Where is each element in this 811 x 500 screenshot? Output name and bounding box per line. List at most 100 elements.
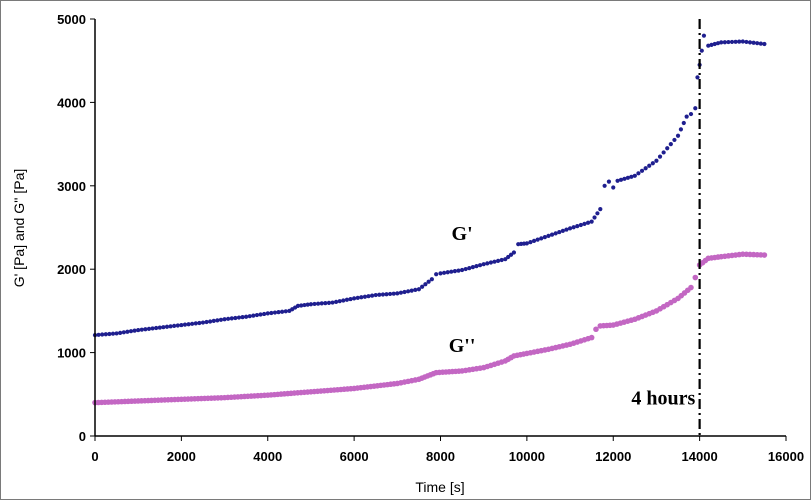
data-point [535,237,540,242]
data-point [611,185,616,190]
data-point [344,297,350,302]
data-point [508,252,514,257]
data-point [542,234,547,240]
data-point [755,41,760,46]
data-point [200,320,206,325]
data-point [747,40,753,45]
data-point [276,310,281,315]
data-point [699,48,704,53]
data-point [341,298,346,303]
data-point [737,39,742,44]
data-point [654,158,659,163]
data-point [121,330,126,335]
y-tick-label: 5000 [57,12,86,27]
data-point [334,299,339,304]
data-point [503,257,508,262]
data-point [103,332,108,337]
data-point [157,325,162,330]
data-point [240,315,245,320]
data-point [164,324,170,329]
data-point [204,319,209,325]
data-point [485,261,490,266]
data-point [751,40,756,45]
data-point [684,114,689,119]
data-point [528,239,533,245]
data-point [622,176,627,181]
data-point [118,330,123,335]
data-point [125,329,130,334]
y-axis-title: G' [Pa] and G'' [Pa] [11,169,27,288]
data-point [132,328,137,333]
data-point [481,262,486,267]
data-point [136,327,141,333]
data-point [154,325,159,331]
data-point [452,269,457,274]
data-point [712,41,717,47]
data-point [445,270,450,275]
data-point [668,142,673,147]
data-point [319,301,324,306]
data-point [337,299,342,304]
data-point [182,322,188,327]
data-point [398,290,404,295]
data-point [761,252,768,258]
data-point [733,39,738,44]
data-point [693,106,698,111]
data-point [100,332,105,337]
data-point [233,315,238,321]
data-point [236,315,242,320]
data-point [546,233,551,238]
x-tick-label: 0 [91,449,98,464]
data-point [719,40,724,45]
data-point [495,258,501,263]
data-point [110,331,116,336]
x-tick-label: 2000 [167,449,196,464]
data-point [308,302,314,307]
data-point [593,326,599,333]
data-point [312,301,317,307]
data-point [643,166,648,171]
data-point [208,319,213,324]
data-point [688,111,694,117]
data-point [459,267,465,273]
data-point [578,222,583,228]
data-point [470,265,475,270]
data-point [406,289,411,294]
data-point [474,264,479,269]
data-point [193,321,198,326]
data-point [272,310,278,315]
data-point [695,75,700,80]
data-point [420,284,425,289]
data-point [359,295,364,300]
data-point [706,43,711,48]
data-point [762,41,767,47]
data-point [602,183,607,188]
data-point [355,295,360,300]
data-point [265,311,270,316]
data-point [283,309,288,314]
data-point [302,302,307,308]
data-point [625,175,631,180]
x-tick-label: 4000 [253,449,282,464]
data-point [323,301,328,306]
annotation-g-prime: G' [452,223,473,245]
annotation-g-double-prime: G'' [449,335,476,357]
data-point [511,250,517,255]
y-tick-label: 3000 [57,179,86,194]
data-point [143,327,148,332]
data-point [729,39,735,45]
data-point [254,312,260,318]
data-point [665,146,670,151]
data-point [423,282,428,287]
data-point [636,171,641,176]
data-point [531,238,537,243]
data-point [168,324,173,329]
data-point [348,296,353,302]
data-point [449,269,454,274]
y-tick-label: 0 [79,429,86,444]
data-point [650,161,655,166]
data-point [426,279,431,284]
data-point [128,329,134,334]
data-point [413,287,418,293]
